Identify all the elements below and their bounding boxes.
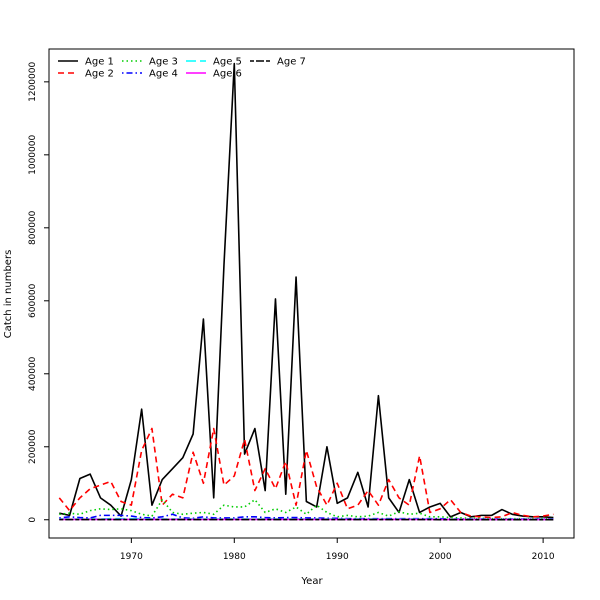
- x-tick-label: 2000: [429, 552, 452, 562]
- y-tick-label: 0: [28, 517, 38, 523]
- y-tick-label: 1200000: [28, 62, 38, 102]
- y-tick-label: 200000: [28, 429, 38, 464]
- x-tick-label: 2010: [532, 552, 555, 562]
- series-line-age-1: [59, 62, 554, 519]
- x-axis: 1970 1980 1990 2000 2010: [120, 538, 555, 562]
- legend-label-age-5: Age 5: [213, 57, 242, 68]
- x-tick-label: 1990: [326, 552, 349, 562]
- x-axis-label: Year: [300, 576, 323, 587]
- y-tick-label: 800000: [28, 210, 38, 245]
- legend-label-age-2: Age 2: [85, 69, 114, 80]
- legend-label-age-4: Age 4: [149, 69, 178, 80]
- y-axis: 0 200000 400000 600000 800000 1000000 1200000: [28, 62, 49, 523]
- legend-label-age-1: Age 1: [85, 57, 114, 68]
- y-axis-label: Catch in numbers: [3, 250, 14, 339]
- legend-label-age-6: Age 6: [213, 69, 242, 80]
- x-tick-label: 1970: [120, 552, 143, 562]
- plot-frame: [48, 48, 575, 539]
- y-tick-label: 1000000: [28, 135, 38, 175]
- x-tick-label: 1980: [223, 552, 246, 562]
- y-tick-label: 400000: [28, 356, 38, 391]
- series-layer: [58, 62, 554, 521]
- legend-label-age-3: Age 3: [149, 57, 178, 68]
- y-tick-label: 600000: [28, 283, 38, 318]
- legend-label-age-7: Age 7: [277, 57, 306, 68]
